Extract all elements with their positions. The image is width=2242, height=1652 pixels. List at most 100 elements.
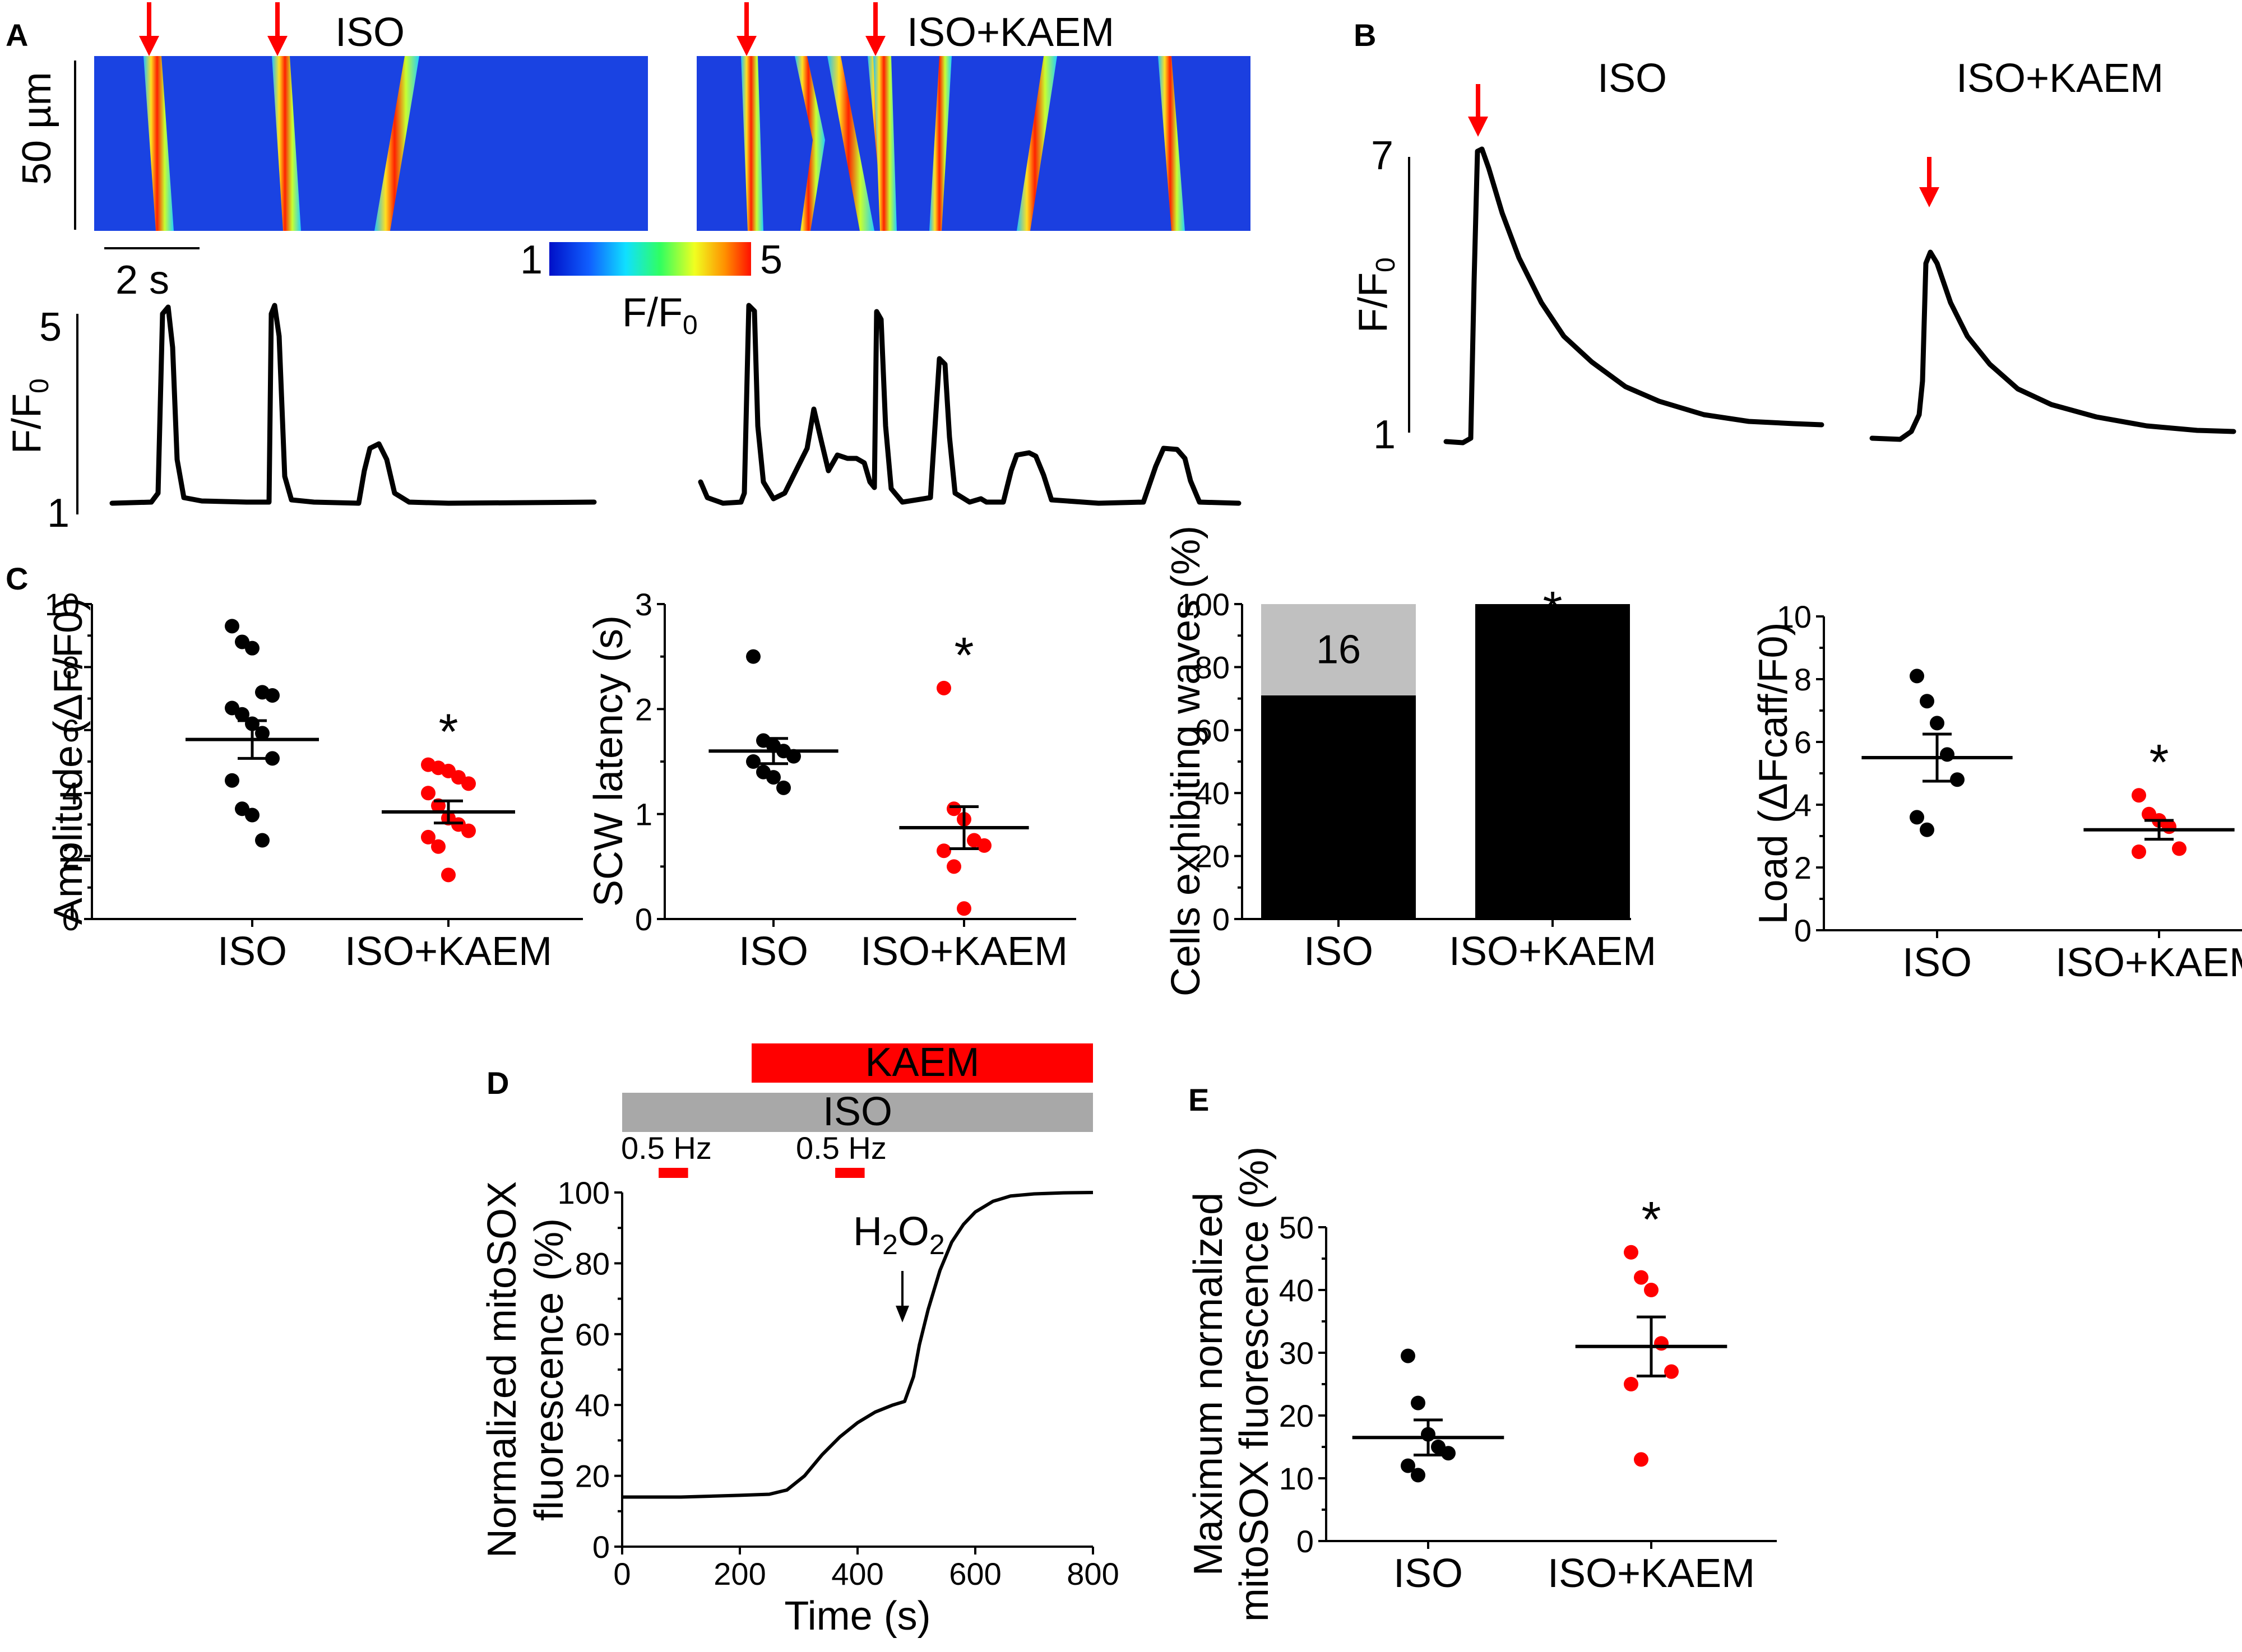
y-tick-label: 100	[558, 1175, 610, 1210]
panel-letter-c: C	[6, 561, 28, 596]
data-point	[1634, 1270, 1648, 1285]
y-tick-label: 40	[1279, 1273, 1314, 1308]
series-iso	[186, 619, 319, 848]
stim-bar-1	[659, 1168, 688, 1178]
data-point	[1624, 1245, 1638, 1260]
x-axis: ISO ISO+KAEM	[1824, 929, 2242, 985]
y-tick-label: 30	[1279, 1335, 1314, 1371]
x-axis: 0 200 400 600 800	[613, 1546, 1119, 1591]
linescan-iso	[94, 56, 648, 231]
data-point	[937, 843, 951, 859]
series-iso-kaem: *	[899, 628, 1029, 916]
arrow-icon	[267, 2, 288, 56]
data-point	[766, 770, 781, 785]
panel-b-ymax: 7	[1371, 133, 1393, 178]
bar-segment	[1261, 695, 1416, 919]
data-point	[947, 859, 961, 874]
y-axis-label-load: Load (ΔFcaff/F0)	[1751, 623, 1796, 925]
x-tick-label: 200	[714, 1556, 766, 1591]
arrow-icon	[865, 2, 886, 56]
data-point	[1634, 1452, 1648, 1467]
y-tick-label: 0	[1212, 902, 1230, 937]
y-tick-label: 10	[45, 587, 80, 622]
series-iso-kaem: *	[2083, 735, 2235, 859]
panel-a: ISO ISO+KAEM	[4, 2, 1250, 536]
y-axis: 0 20 40 60 80 100	[558, 1175, 623, 1565]
data-point	[1940, 747, 1954, 762]
y-axis-label-max-mitosox-1: Maximum normalized	[1186, 1192, 1231, 1576]
x-axis-label: Time (s)	[784, 1594, 930, 1639]
y-axis: 0 10 20 30 40 50	[1279, 1210, 1327, 1559]
arrow-icon	[139, 2, 159, 56]
data-point	[1910, 810, 1924, 825]
data-point	[265, 688, 280, 703]
bar-segment	[1475, 604, 1630, 919]
scale-label-50um: 50 µm	[15, 72, 59, 185]
panel-letter-e: E	[1188, 1082, 1209, 1117]
arrow-head	[896, 1306, 909, 1322]
data-point	[2172, 841, 2187, 856]
y-tick-label: 20	[1279, 1398, 1314, 1433]
y-tick-label: 10	[1279, 1461, 1314, 1496]
data-point	[461, 823, 476, 838]
series-iso	[1352, 1348, 1504, 1483]
stim-bar-2	[835, 1168, 865, 1178]
y-tick-label: 20	[575, 1459, 610, 1494]
y-axis: 0 1 2 3	[635, 587, 666, 937]
y-tick-label: 4	[62, 776, 80, 811]
x-tick-label: 400	[831, 1556, 883, 1591]
data-point	[421, 829, 436, 844]
data-point	[1441, 1446, 1456, 1461]
data-point	[746, 649, 761, 664]
series-iso	[1861, 669, 2013, 837]
bar-count-label: 16	[1316, 627, 1361, 672]
y-axis-label-1: Normalized mitoSOX	[480, 1181, 525, 1558]
y-tick-label: 2	[62, 839, 80, 874]
y-tick-label: 10	[1777, 599, 1812, 634]
x-tick-label: 800	[1067, 1556, 1119, 1591]
colorbar-label: F/F0	[622, 290, 698, 340]
y-tick-label: 0	[1794, 913, 1812, 948]
arrow-icon	[1919, 157, 1939, 207]
data-point	[1654, 1336, 1669, 1351]
data-point	[421, 786, 436, 801]
y-axis-label-cells-waves: Cells exhibiting waves (%)	[1164, 526, 1208, 996]
y-axis-label-2: fluorescence (%)	[527, 1218, 572, 1521]
y-axis: 0 2 4 6 8 10	[1777, 599, 1825, 948]
y-tick-label: 8	[1794, 662, 1812, 697]
y-tick-label: 60	[1195, 713, 1230, 748]
data-point	[245, 808, 260, 823]
x-tick-label: ISO	[217, 929, 287, 974]
colorbar-min: 1	[520, 238, 543, 282]
data-point	[1664, 1364, 1679, 1379]
panel-a-title-iso: ISO	[335, 10, 405, 55]
data-point	[1920, 694, 1934, 709]
data-point	[245, 641, 260, 656]
y-tick-label: 8	[62, 649, 80, 685]
x-axis: ISO ISO+KAEM	[665, 918, 1076, 974]
data-point	[957, 901, 971, 916]
bar-segment	[1261, 604, 1416, 695]
x-axis: ISO ISO+KAEM	[92, 918, 583, 974]
y-tick-label: 20	[1195, 839, 1230, 874]
data-point	[1930, 716, 1944, 731]
data-point	[461, 776, 476, 791]
y-tick-label: 6	[62, 713, 80, 748]
panel-letter-d: D	[487, 1065, 509, 1101]
data-point	[746, 754, 761, 769]
stim-label-1: 0.5 Hz	[621, 1130, 712, 1166]
x-tick-label: 0	[613, 1556, 631, 1591]
y-tick-label: 0	[1296, 1524, 1314, 1559]
arrow-icon	[1468, 84, 1488, 137]
x-axis: ISO ISO+KAEM	[1326, 1540, 1777, 1596]
data-point	[1920, 822, 1934, 837]
panel-b-ymin: 1	[1373, 412, 1396, 457]
y-axis: 0 20 40 60 80 100	[1178, 587, 1243, 937]
x-tick-label: ISO+KAEM	[1449, 929, 1656, 974]
x-tick-label: ISO	[1304, 929, 1373, 974]
y-tick-label: 80	[575, 1246, 610, 1281]
h2o2-label: H2O2	[853, 1209, 945, 1260]
data-point	[947, 801, 961, 816]
